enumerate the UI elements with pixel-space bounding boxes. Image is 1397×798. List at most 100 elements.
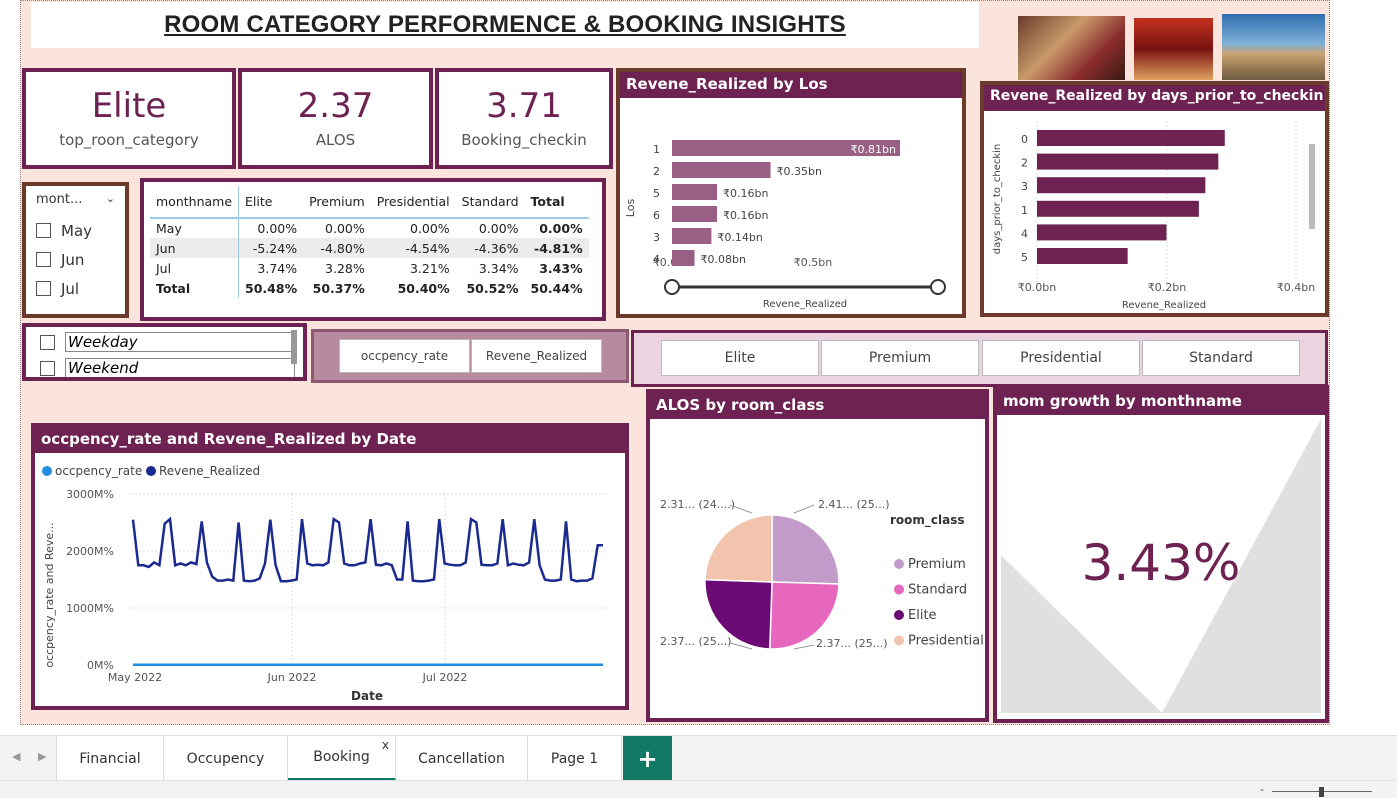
kpi-label: top_roon_category	[59, 131, 199, 150]
slicer-item-weekend[interactable]: Weekend	[26, 355, 303, 377]
pie-legend-label[interactable]: Presidential	[908, 634, 984, 649]
slicer-item-may[interactable]: May	[36, 216, 115, 245]
close-icon[interactable]: x	[381, 738, 389, 752]
days-category-label: 3	[1021, 180, 1028, 193]
tab-page-1[interactable]: Page 1	[528, 736, 622, 781]
tab-financial[interactable]: Financial	[56, 736, 164, 781]
range-slider-handle-min[interactable]	[664, 279, 680, 295]
pie-legend-label[interactable]: Elite	[908, 608, 937, 623]
checkbox[interactable]	[40, 360, 55, 376]
matrix-header[interactable]: Elite	[245, 194, 273, 209]
scrollbar[interactable]	[291, 330, 297, 364]
tab-occupency[interactable]: Occupency	[164, 736, 288, 781]
line-xtick-2: Jul 2022	[422, 671, 468, 684]
los-bar[interactable]	[672, 250, 695, 266]
los-bar[interactable]	[672, 162, 771, 178]
los-ylabel: Los	[624, 199, 637, 218]
occupancy-rate-button[interactable]: occpency_rate	[339, 339, 470, 373]
days-category-label: 4	[1021, 227, 1028, 240]
matrix-header[interactable]: monthname	[150, 186, 240, 218]
cell: Total	[150, 278, 240, 298]
kpi-value: 2.37	[297, 85, 374, 126]
checkbox[interactable]	[36, 252, 51, 267]
slicer-item-label: May	[61, 221, 93, 240]
cell: 3.34%	[478, 260, 519, 276]
kpi-card-booking-checkin: 3.71 Booking_checkin	[435, 68, 613, 169]
los-bar[interactable]	[672, 228, 712, 244]
tab-scroll-right-icon[interactable]: ▶	[38, 750, 47, 763]
cell: 3.28%	[325, 260, 365, 276]
days-xtick-1: ₹0.2bn	[1148, 281, 1186, 294]
pie-slice[interactable]	[769, 581, 840, 650]
days-bar[interactable]	[1037, 130, 1225, 146]
pie-legend-label[interactable]: Premium	[908, 557, 966, 572]
matrix-header[interactable]: Total	[530, 194, 565, 209]
los-category-label: 2	[653, 165, 660, 178]
los-chart-panel: Revene_Realized by Los Los ₹0.0bn ₹0.5bn…	[616, 68, 966, 318]
matrix-header[interactable]: Presidential	[376, 194, 450, 209]
checkbox[interactable]	[36, 223, 51, 238]
los-data-label: ₹0.16bn	[723, 187, 768, 200]
days-bar[interactable]	[1037, 248, 1128, 264]
days-bar[interactable]	[1037, 200, 1199, 217]
days-category-label: 1	[1021, 204, 1028, 217]
pie-slice[interactable]	[771, 514, 840, 585]
legend-dot-occupancy	[42, 466, 52, 476]
revenue-realized-button[interactable]: Revene_Realized	[471, 339, 602, 373]
days-bar[interactable]	[1037, 224, 1167, 241]
mom-shape-left	[1001, 555, 1162, 713]
zoom-out-icon[interactable]: -	[1260, 783, 1264, 796]
growth-matrix: monthname Elite Premium Presidential Sta…	[140, 178, 606, 321]
cell: Jul	[150, 258, 240, 278]
zoom-slider-handle[interactable]	[1319, 787, 1324, 797]
cell: 50.44%	[530, 280, 583, 296]
series-line-revenue[interactable]	[131, 516, 603, 583]
cell: -4.54%	[405, 240, 450, 256]
pie-label-premium: 2.41... (25...)	[818, 498, 890, 511]
pie-legend-label[interactable]: Standard	[908, 583, 967, 598]
scrollbar[interactable]	[1309, 144, 1315, 229]
los-chart: Los ₹0.0bn ₹0.5bn Revene_Realized 1₹0.81…	[624, 140, 946, 310]
kpi-card-alos: 2.37 ALOS	[238, 68, 433, 169]
add-page-button[interactable]: +	[623, 736, 672, 781]
checkbox[interactable]	[40, 334, 55, 350]
los-bar[interactable]	[672, 140, 900, 156]
cell: -4.80%	[320, 240, 365, 256]
class-button-premium[interactable]: Premium	[821, 340, 979, 376]
cell: -4.36%	[474, 240, 519, 256]
matrix-header[interactable]: Premium	[309, 194, 365, 209]
kpi-card-top-category: Elite top_roon_category	[22, 68, 236, 169]
kpi-value: Elite	[91, 85, 167, 126]
range-slider-handle-max[interactable]	[930, 279, 946, 295]
los-bar[interactable]	[672, 206, 718, 222]
class-button-standard[interactable]: Standard	[1142, 340, 1300, 376]
tab-label: Booking	[313, 749, 370, 765]
slicer-item-jul[interactable]: Jul	[36, 274, 115, 303]
checkbox[interactable]	[36, 281, 51, 296]
slicer-item-weekday[interactable]: Weekday	[26, 329, 303, 355]
tab-cancellation[interactable]: Cancellation	[396, 736, 528, 781]
hotel-photo-building	[1222, 14, 1325, 80]
slicer-item-label: Weekday	[65, 332, 295, 352]
cell: 3.74%	[257, 260, 298, 276]
tab-booking[interactable]: Booking x	[288, 736, 396, 781]
tab-scroll-left-icon[interactable]: ◀	[12, 750, 21, 763]
days-bar[interactable]	[1037, 177, 1206, 194]
pie-slice[interactable]	[704, 514, 773, 583]
los-bar[interactable]	[672, 184, 718, 200]
mom-growth-panel: mom growth by monthname 3.43%	[993, 385, 1329, 723]
los-data-label: ₹0.81bn	[851, 143, 896, 156]
days-xlabel: Revene_Realized	[1122, 300, 1206, 311]
month-slicer-header[interactable]: mont... ⌄	[36, 192, 115, 216]
class-button-elite[interactable]: Elite	[661, 340, 819, 376]
days-bar[interactable]	[1037, 153, 1219, 170]
days-category-label: 2	[1021, 157, 1028, 170]
chevron-down-icon[interactable]: ⌄	[105, 192, 115, 205]
matrix-header[interactable]: Standard	[461, 194, 519, 209]
cell: 50.52%	[466, 280, 519, 296]
table-row-total: Total 50.48% 50.37% 50.40% 50.52% 50.44%	[150, 278, 589, 298]
mom-background-shape	[1001, 419, 1321, 713]
pie-slice[interactable]	[704, 578, 773, 650]
class-button-presidential[interactable]: Presidential	[982, 340, 1140, 376]
slicer-item-jun[interactable]: Jun	[36, 245, 115, 274]
